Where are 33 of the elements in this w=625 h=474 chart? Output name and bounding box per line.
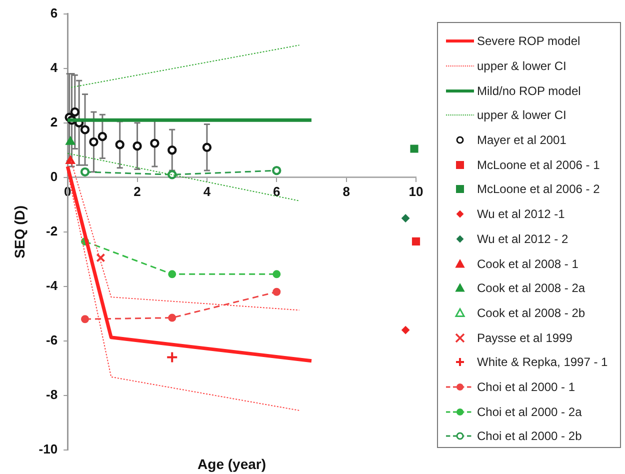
legend-label: upper & lower CI xyxy=(477,59,566,74)
legend-label: Choi et al 2000 - 2b xyxy=(477,429,582,444)
y-tick-label: 2 xyxy=(50,114,58,130)
legend-label: McLoone et al 2006 - 2 xyxy=(477,182,600,196)
y-tick-label: -6 xyxy=(46,332,58,348)
legend-label: Choi et al 2000 - 1 xyxy=(477,380,576,394)
x-tick-label: 8 xyxy=(342,184,350,199)
legend-label: Paysse et al 1999 xyxy=(477,330,572,345)
legend-label: Wu et al 2012 - 2 xyxy=(477,232,568,246)
y-tick-label: -4 xyxy=(46,278,58,294)
legend-label: Choi et al 2000 - 2a xyxy=(477,404,582,419)
x-tick-label: 10 xyxy=(408,184,424,199)
legend-label: upper & lower CI xyxy=(477,108,566,122)
y-tick-label: 6 xyxy=(50,5,58,20)
legend-label: Cook et al 2008 - 2a xyxy=(477,281,586,296)
y-axis-title: SEQ (D) xyxy=(11,205,28,258)
x-axis-title: Age (year) xyxy=(198,456,266,472)
x-tick-label: 4 xyxy=(203,184,212,199)
legend-label: Severe ROP model xyxy=(477,34,580,48)
legend-label: Cook et al 2008 - 2b xyxy=(477,306,586,320)
legend-label: Mild/no ROP model xyxy=(477,84,581,98)
y-tick-label: -8 xyxy=(46,387,58,402)
legend-label: McLoone et al 2006 - 1 xyxy=(477,158,600,172)
y-tick-label: -10 xyxy=(38,442,58,457)
legend-label: Mayer et al 2001 xyxy=(477,133,566,148)
x-tick-label: 2 xyxy=(134,184,141,199)
legend-label: White & Repka, 1997 - 1 xyxy=(477,355,608,370)
y-tick-label: 4 xyxy=(50,60,58,75)
x-tick-label: 6 xyxy=(273,184,280,199)
y-tick-label: -2 xyxy=(46,223,58,238)
legend-label: Wu et al 2012 -1 xyxy=(477,207,565,222)
y-tick-label: 0 xyxy=(50,168,58,184)
legend-label: Cook et al 2008 - 1 xyxy=(477,256,578,271)
